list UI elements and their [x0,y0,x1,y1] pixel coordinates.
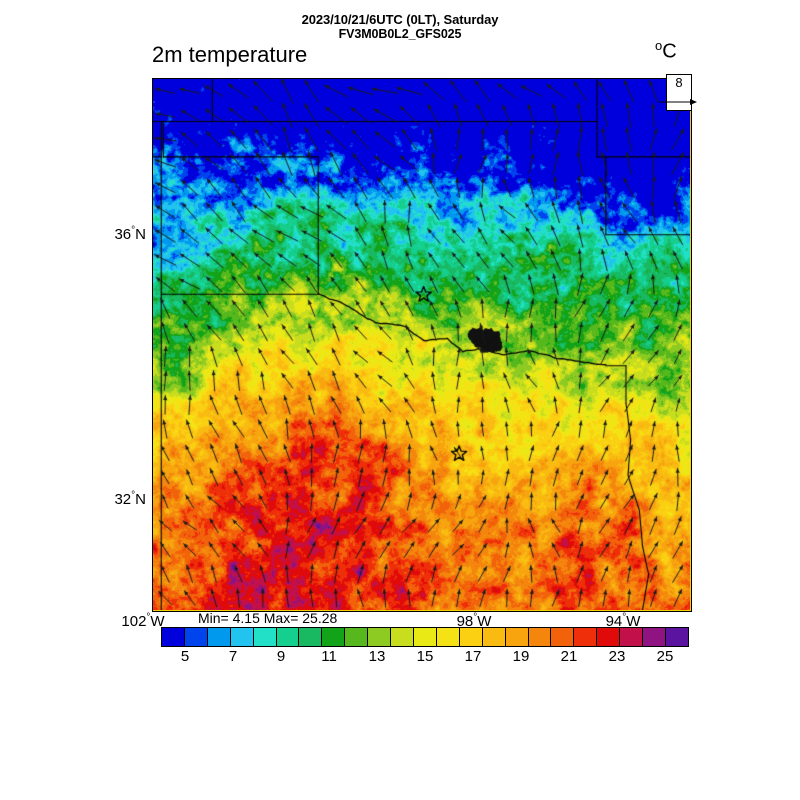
colorbar-tick: 11 [321,648,337,665]
degree-symbol: ° [146,612,151,623]
lon-tick-suffix: W [477,613,492,630]
colorbar-tick: 25 [656,648,674,665]
colorbar[interactable] [161,627,689,647]
lat-tick-32n: 32°N [76,490,146,508]
lon-tick-suffix: W [626,613,641,630]
lon-tick-suffix: W [150,613,165,630]
colorbar-segment [368,628,392,646]
degree-symbol: ° [622,612,627,623]
colorbar-tick: 19 [512,648,530,665]
colorbar-segment [413,628,437,646]
colorbar-segment [574,628,598,646]
colorbar-segment [436,628,460,646]
wind-vector-legend: 8 [659,74,697,111]
colorbar-segment [551,628,575,646]
colorbar-tick: 9 [276,648,286,665]
colorbar-segment [276,628,300,646]
datetime-title: 2023/10/21/6UTC (0LT), Saturday [301,12,499,27]
lon-tick-value: 102 [121,613,147,630]
colorbar-segment [230,628,254,646]
colorbar-segment [482,628,506,646]
colorbar-tick: 13 [368,648,386,665]
temperature-field-canvas [153,79,690,610]
title-block: 2023/10/21/6UTC (0LT), Saturday FV3M0B0L… [0,12,800,42]
degree-symbol: o [655,38,663,53]
field-label: 2m temperature [152,42,308,67]
colorbar-segment [253,628,277,646]
lon-tick-102w: 102°W [103,612,183,630]
colorbar-segment [597,628,621,646]
colorbar-segment [528,628,552,646]
colorbar-tick: 17 [464,648,482,665]
lat-tick-36n: 36°N [76,225,146,243]
colorbar-segment [459,628,483,646]
lat-tick-suffix: N [135,491,146,508]
degree-symbol: ° [131,490,136,501]
colorbar-segment [643,628,666,646]
colorbar-segment [391,628,414,646]
colorbar-segment [345,628,369,646]
colorbar-tick: 7 [228,648,238,665]
colorbar-segment [184,628,208,646]
lon-tick-94w: 94°W [583,612,663,630]
degree-symbol: ° [473,612,478,623]
lat-tick-suffix: N [135,226,146,243]
lat-tick-value: 36 [114,226,132,243]
model-title: FV3M0B0L2_GFS025 [338,27,462,41]
colorbar-tick: 23 [608,648,626,665]
colorbar-tick: 21 [560,648,578,665]
colorbar-segment [620,628,644,646]
wind-legend-value: 8 [675,75,683,90]
colorbar-segment [505,628,529,646]
colorbar-segments[interactable] [161,627,689,647]
units-letter: C [662,40,677,63]
lon-tick-value: 98 [456,613,474,630]
map-plot-area[interactable] [152,78,692,612]
degree-symbol: ° [131,225,136,236]
colorbar-segment [665,628,688,646]
lon-tick-98w: 98°W [434,612,514,630]
colorbar-tick: 15 [416,648,434,665]
colorbar-tick: 5 [180,648,190,665]
lon-tick-value: 94 [605,613,623,630]
lat-tick-value: 32 [114,491,132,508]
right-arrow-icon [659,99,697,105]
colorbar-segment [299,628,323,646]
colorbar-tick-labels: 5 7 9 11 13 15 17 19 21 23 25 [161,648,689,668]
units-label: oC [655,38,677,64]
minmax-statistics: Min= 4.15 Max= 25.28 [198,610,338,626]
colorbar-segment [162,628,185,646]
colorbar-segment [322,628,346,646]
colorbar-segment [207,628,231,646]
